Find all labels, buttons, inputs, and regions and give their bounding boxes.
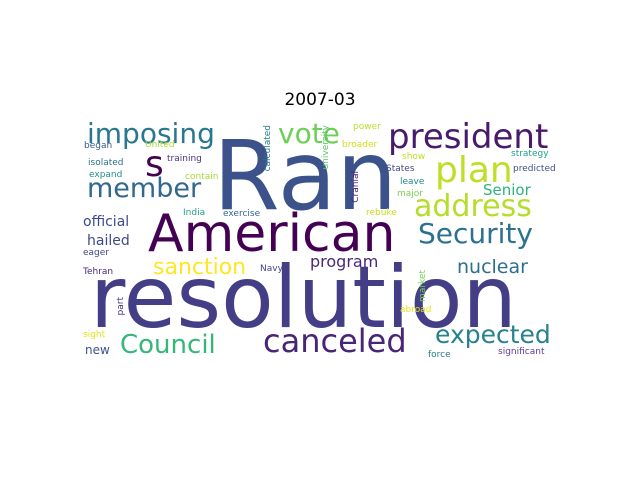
word-show: show xyxy=(402,152,426,162)
word-navy: Navy xyxy=(260,264,283,274)
word-tehran: Tehran xyxy=(83,267,114,277)
word-began: began xyxy=(84,141,113,151)
word-new: new xyxy=(85,343,110,357)
word-exercise: exercise xyxy=(223,209,261,219)
word-power: power xyxy=(353,122,381,132)
word-broader: broader xyxy=(342,140,378,150)
word-eager: eager xyxy=(83,248,110,258)
word-contain: contain xyxy=(185,172,219,182)
word-canceled: canceled xyxy=(263,322,407,360)
word-calculated: calculated xyxy=(263,125,273,172)
word-university: university xyxy=(321,125,331,170)
word-resolution: resolution xyxy=(90,248,517,348)
word-council: Council xyxy=(120,330,216,360)
word-american: American xyxy=(148,204,396,264)
word-cranial: Cranial xyxy=(351,171,361,203)
word-sanction: sanction xyxy=(153,255,247,280)
word-expand: expand xyxy=(89,170,123,180)
word-expected: expected xyxy=(435,320,551,349)
word-official: official xyxy=(83,214,130,230)
word-president: president xyxy=(388,120,549,157)
word-s: s xyxy=(145,144,164,185)
word-isolated: isolated xyxy=(88,158,124,168)
word-rebuke: rebuke xyxy=(366,208,397,218)
word-force: force xyxy=(428,350,451,360)
figure-title: 2007-03 xyxy=(284,90,356,110)
word-ran: Ran xyxy=(213,120,398,232)
word-leave: leave xyxy=(400,177,425,187)
word-india: India xyxy=(183,208,206,218)
word-predicted: predicted xyxy=(513,164,556,174)
word-member: member xyxy=(87,173,202,204)
word-senior: Senior xyxy=(483,181,531,199)
word-significant: significant xyxy=(498,347,545,357)
word-strategy: strategy xyxy=(511,149,549,159)
word-imposing: imposing xyxy=(87,120,215,150)
word-security: Security xyxy=(418,217,533,250)
word-nuclear: nuclear xyxy=(457,256,528,278)
word-major: major xyxy=(397,189,423,199)
word-sight: sight xyxy=(83,330,106,340)
word-cloud: Ran resolution American president Security ad… xyxy=(80,120,575,366)
word-united: United xyxy=(145,140,175,150)
word-vote: vote xyxy=(278,120,340,150)
word-abroad: abroad xyxy=(400,305,432,315)
word-address: address xyxy=(414,189,532,224)
word-hailed: hailed xyxy=(87,233,130,249)
word-market: market xyxy=(418,270,428,302)
word-training: training xyxy=(167,154,202,164)
word-states: States xyxy=(386,164,415,174)
word-plan: plan xyxy=(435,150,513,191)
word-part: part xyxy=(116,297,126,316)
word-program: program xyxy=(310,252,379,271)
